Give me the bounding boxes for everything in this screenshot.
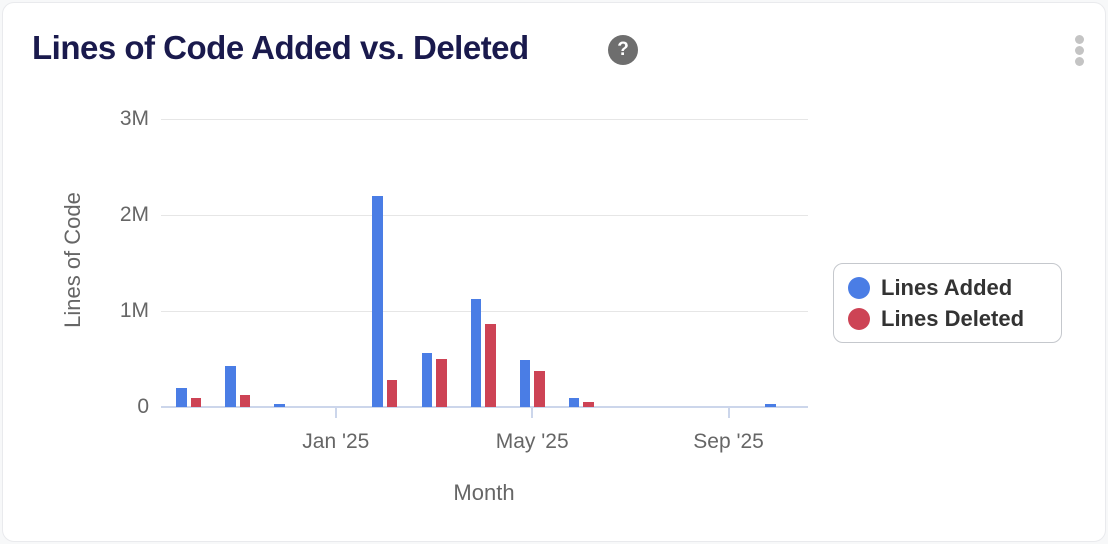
y-tick-label: 2M bbox=[119, 203, 149, 226]
bar-lines-added[interactable] bbox=[519, 360, 531, 407]
bar-lines-added[interactable] bbox=[274, 404, 285, 407]
bar-lines-deleted[interactable] bbox=[239, 395, 251, 407]
bar-lines-deleted[interactable] bbox=[534, 371, 545, 407]
legend-label-deleted: Lines Deleted bbox=[881, 305, 1025, 331]
legend-item-lines-deleted[interactable]: Lines Deleted bbox=[848, 304, 1047, 333]
gridline bbox=[161, 310, 808, 312]
bar-lines-deleted[interactable] bbox=[386, 380, 398, 407]
kebab-menu-icon[interactable] bbox=[1069, 28, 1089, 72]
bar-lines-added[interactable] bbox=[421, 353, 432, 407]
page-title: Lines of Code Added vs. Deleted bbox=[32, 29, 529, 66]
x-axis-title: Month bbox=[453, 480, 515, 505]
gridline bbox=[161, 118, 808, 120]
legend-swatch-added-icon bbox=[848, 276, 870, 299]
bar-lines-deleted[interactable] bbox=[190, 398, 201, 407]
x-axis-line bbox=[161, 406, 808, 408]
legend: Lines Added Lines Deleted bbox=[833, 263, 1062, 343]
chart-plot-area: 0 1M 2M 3M Jan '25 May '25 Sep '25 bbox=[3, 3, 1105, 541]
bar-lines-added[interactable] bbox=[568, 398, 580, 407]
bar-lines-deleted[interactable] bbox=[583, 402, 594, 407]
legend-label-added: Lines Added bbox=[881, 274, 1013, 300]
bar-lines-added[interactable] bbox=[225, 366, 236, 407]
bar-lines-added[interactable] bbox=[470, 299, 482, 407]
bar-lines-deleted[interactable] bbox=[436, 359, 447, 407]
y-tick-label: 1M bbox=[119, 299, 149, 322]
bar-lines-added[interactable] bbox=[765, 404, 776, 407]
x-tick-label: May '25 bbox=[495, 430, 569, 453]
x-tick-label: Jan '25 bbox=[302, 430, 370, 453]
x-axis-tick bbox=[334, 408, 337, 418]
x-tick-label: Sep '25 bbox=[693, 430, 764, 453]
gridline bbox=[161, 214, 808, 216]
legend-swatch-deleted-icon bbox=[848, 307, 870, 330]
legend-item-lines-added[interactable]: Lines Added bbox=[848, 273, 1047, 302]
y-tick-label: 3M bbox=[119, 107, 149, 130]
y-axis-title: Lines of Code bbox=[60, 192, 85, 328]
help-icon[interactable]: ? bbox=[608, 35, 638, 65]
y-tick-label: 0 bbox=[137, 395, 149, 418]
bar-lines-added[interactable] bbox=[372, 196, 383, 407]
x-axis-tick bbox=[531, 408, 534, 418]
x-axis-tick bbox=[727, 408, 730, 418]
bar-lines-added[interactable] bbox=[176, 388, 187, 407]
bar-lines-deleted[interactable] bbox=[485, 324, 496, 407]
